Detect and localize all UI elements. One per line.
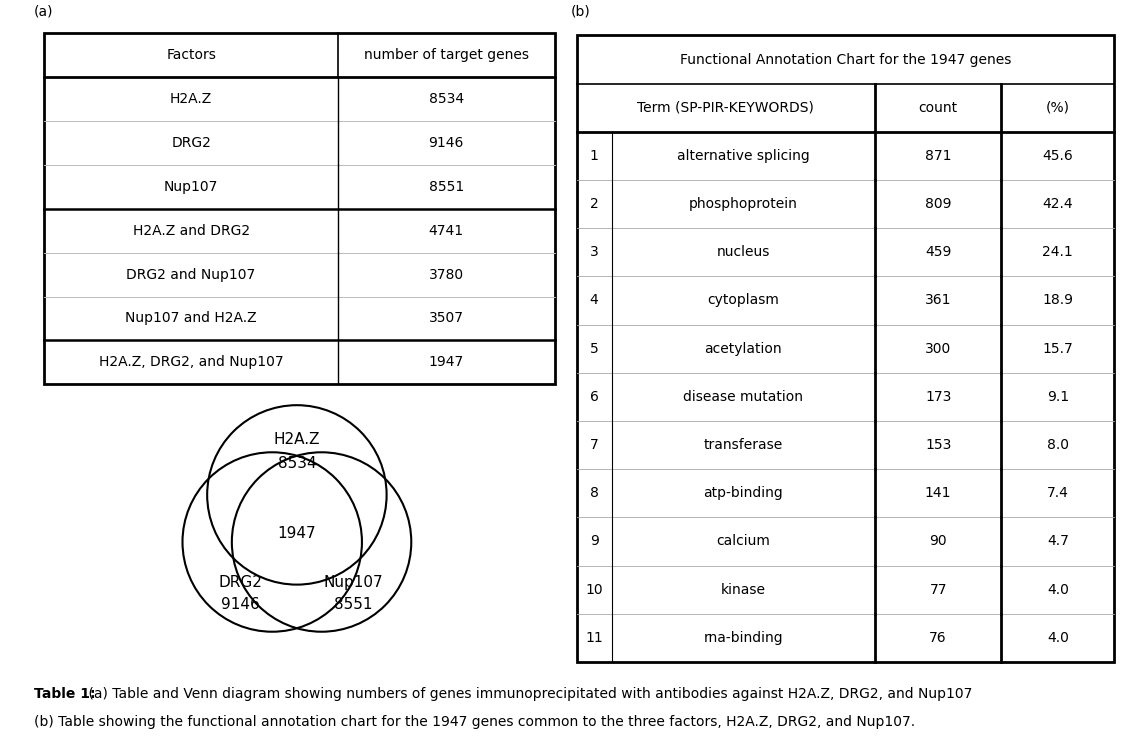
Text: 4: 4 bbox=[589, 294, 598, 307]
Text: Factors: Factors bbox=[166, 48, 216, 62]
Text: Nup107: Nup107 bbox=[323, 575, 382, 590]
Text: 8534: 8534 bbox=[429, 92, 464, 106]
Text: transferase: transferase bbox=[703, 438, 783, 452]
Text: (%): (%) bbox=[1046, 101, 1070, 115]
Text: H2A.Z: H2A.Z bbox=[170, 92, 213, 106]
Text: 809: 809 bbox=[925, 197, 951, 211]
Text: 9146: 9146 bbox=[429, 136, 464, 150]
Text: 11: 11 bbox=[585, 631, 603, 645]
Text: 1947: 1947 bbox=[429, 355, 464, 369]
Text: 871: 871 bbox=[925, 149, 951, 163]
Text: atp-binding: atp-binding bbox=[703, 486, 783, 500]
Text: 4.0: 4.0 bbox=[1047, 631, 1069, 645]
Text: Term (SP-PIR-KEYWORDS): Term (SP-PIR-KEYWORDS) bbox=[638, 101, 814, 115]
Text: DRG2: DRG2 bbox=[171, 136, 211, 150]
Text: 3780: 3780 bbox=[429, 267, 464, 282]
Text: Nup107 and H2A.Z: Nup107 and H2A.Z bbox=[126, 312, 257, 325]
Text: 4741: 4741 bbox=[429, 224, 464, 238]
Text: 15.7: 15.7 bbox=[1043, 342, 1073, 356]
Text: alternative splicing: alternative splicing bbox=[677, 149, 810, 163]
Text: H2A.Z and DRG2: H2A.Z and DRG2 bbox=[132, 224, 250, 238]
Text: 7.4: 7.4 bbox=[1047, 486, 1069, 500]
Text: 8: 8 bbox=[589, 486, 598, 500]
Text: 5: 5 bbox=[589, 342, 598, 356]
Text: 8.0: 8.0 bbox=[1047, 438, 1069, 452]
Text: 77: 77 bbox=[930, 583, 947, 596]
Text: cytoplasm: cytoplasm bbox=[707, 294, 779, 307]
Text: (b) Table showing the functional annotation chart for the 1947 genes common to t: (b) Table showing the functional annotat… bbox=[34, 715, 915, 729]
Text: 4.0: 4.0 bbox=[1047, 583, 1069, 596]
Text: acetylation: acetylation bbox=[705, 342, 783, 356]
Text: H2A.Z, DRG2, and Nup107: H2A.Z, DRG2, and Nup107 bbox=[98, 355, 284, 369]
Text: 1947: 1947 bbox=[277, 526, 317, 541]
Text: Functional Annotation Chart for the 1947 genes: Functional Annotation Chart for the 1947… bbox=[680, 53, 1011, 67]
Text: 10: 10 bbox=[586, 583, 603, 596]
Text: 90: 90 bbox=[930, 535, 947, 548]
Text: 24.1: 24.1 bbox=[1043, 246, 1073, 259]
Text: nucleus: nucleus bbox=[717, 246, 770, 259]
Text: 153: 153 bbox=[925, 438, 951, 452]
Text: 173: 173 bbox=[925, 390, 951, 404]
Text: 1: 1 bbox=[589, 149, 598, 163]
Text: (a): (a) bbox=[34, 5, 53, 19]
Text: disease mutation: disease mutation bbox=[683, 390, 803, 404]
Text: 2: 2 bbox=[589, 197, 598, 211]
Text: Nup107: Nup107 bbox=[164, 180, 218, 194]
Text: 8534: 8534 bbox=[277, 456, 317, 471]
Text: 141: 141 bbox=[925, 486, 951, 500]
Text: (b): (b) bbox=[571, 5, 590, 19]
Text: 42.4: 42.4 bbox=[1043, 197, 1073, 211]
Text: Table 1:: Table 1: bbox=[34, 687, 95, 701]
Text: 459: 459 bbox=[925, 246, 951, 259]
Text: 4.7: 4.7 bbox=[1047, 535, 1069, 548]
Text: 3507: 3507 bbox=[429, 312, 464, 325]
Text: 361: 361 bbox=[925, 294, 951, 307]
Text: 45.6: 45.6 bbox=[1043, 149, 1073, 163]
Text: 9: 9 bbox=[589, 535, 598, 548]
Text: 3: 3 bbox=[589, 246, 598, 259]
Text: kinase: kinase bbox=[720, 583, 766, 596]
Text: count: count bbox=[918, 101, 958, 115]
Text: number of target genes: number of target genes bbox=[364, 48, 528, 62]
Text: 6: 6 bbox=[589, 390, 598, 404]
Text: phosphoprotein: phosphoprotein bbox=[689, 197, 797, 211]
Text: H2A.Z: H2A.Z bbox=[274, 432, 320, 447]
Text: (a) Table and Venn diagram showing numbers of genes immunoprecipitated with anti: (a) Table and Venn diagram showing numbe… bbox=[84, 687, 972, 701]
Text: 8551: 8551 bbox=[334, 597, 372, 612]
Text: 18.9: 18.9 bbox=[1043, 294, 1073, 307]
Text: DRG2: DRG2 bbox=[219, 575, 262, 590]
Text: 8551: 8551 bbox=[429, 180, 464, 194]
Text: 9146: 9146 bbox=[222, 597, 260, 612]
Text: 9.1: 9.1 bbox=[1046, 390, 1069, 404]
Text: DRG2 and Nup107: DRG2 and Nup107 bbox=[127, 267, 256, 282]
Text: rna-binding: rna-binding bbox=[703, 631, 783, 645]
Text: 300: 300 bbox=[925, 342, 951, 356]
Text: 7: 7 bbox=[589, 438, 598, 452]
Text: 76: 76 bbox=[930, 631, 947, 645]
Text: calcium: calcium bbox=[716, 535, 770, 548]
